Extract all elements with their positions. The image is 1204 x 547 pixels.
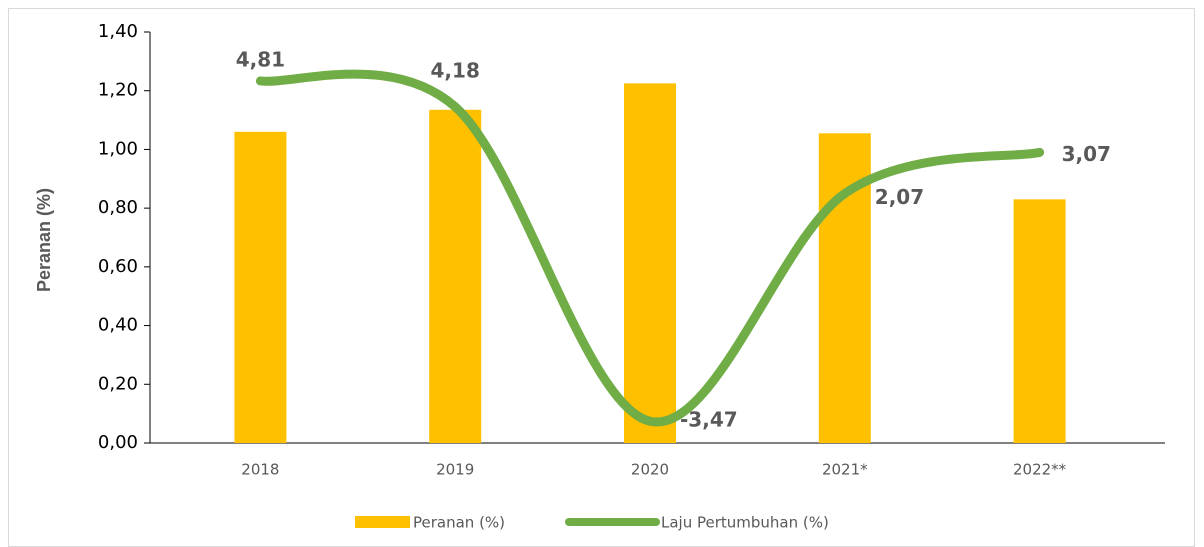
data-label: -3,47 (680, 408, 738, 432)
x-tick-label: 2022** (1013, 461, 1067, 479)
y-tick-label: 1,40 (98, 21, 138, 42)
bar (234, 131, 287, 444)
y-tick-label: 1,20 (98, 80, 138, 101)
data-label: 3,07 (1062, 142, 1111, 166)
data-label: 2,07 (875, 185, 924, 209)
y-tick-label: 0,80 (98, 197, 138, 218)
data-label: 4,18 (431, 58, 480, 82)
y-tick-label: 0,20 (98, 373, 138, 394)
y-tick-label: 0,60 (98, 256, 138, 277)
bar (1013, 199, 1066, 443)
x-tick-label: 2018 (241, 461, 279, 479)
x-tick-label: 2020 (631, 461, 669, 479)
x-tick-label: 2021* (822, 461, 868, 479)
y-tick-label: 0,00 (98, 432, 138, 453)
y-tick-label: 0,40 (98, 315, 138, 336)
line (255, 69, 1045, 427)
bar (624, 83, 676, 443)
data-label: 4,81 (236, 47, 285, 71)
legend-label: Peranan (%) (413, 514, 505, 532)
legend-swatch (355, 516, 410, 528)
y-axis-title: Peranan (%) (34, 188, 54, 292)
legend-label: Laju Pertumbuhan (%) (661, 514, 829, 532)
bar (429, 109, 482, 444)
y-tick-label: 1,00 (98, 138, 138, 159)
x-tick-label: 2019 (436, 461, 474, 479)
